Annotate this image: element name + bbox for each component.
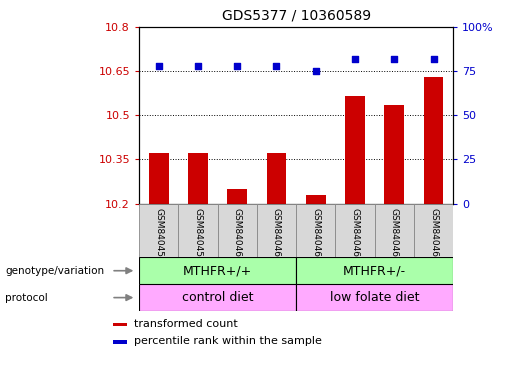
Bar	[139, 257, 296, 284]
Point	[312, 68, 320, 74]
Bar	[335, 204, 375, 257]
Bar	[414, 204, 453, 257]
Point	[390, 56, 399, 62]
Text: GSM840460: GSM840460	[233, 208, 242, 263]
Text: MTHFR+/+: MTHFR+/+	[183, 264, 252, 277]
Point	[272, 63, 281, 69]
Bar	[345, 96, 365, 204]
Bar	[178, 204, 218, 257]
Text: percentile rank within the sample: percentile rank within the sample	[134, 336, 321, 346]
Text: GSM840461: GSM840461	[272, 208, 281, 263]
Text: GSM840462: GSM840462	[311, 208, 320, 262]
Text: GSM840464: GSM840464	[390, 208, 399, 262]
Point	[430, 56, 438, 62]
Text: GSM840459: GSM840459	[194, 208, 202, 263]
Bar	[296, 204, 335, 257]
Bar	[375, 204, 414, 257]
Text: MTHFR+/-: MTHFR+/-	[343, 264, 406, 277]
Bar	[188, 154, 208, 204]
Bar	[306, 195, 325, 204]
Bar	[217, 204, 257, 257]
Bar	[149, 154, 168, 204]
Bar	[385, 105, 404, 204]
Bar	[113, 341, 127, 344]
Text: control diet: control diet	[182, 291, 253, 304]
Bar	[296, 257, 453, 284]
Text: protocol: protocol	[5, 293, 48, 303]
Bar	[139, 284, 296, 311]
Bar	[113, 323, 127, 326]
Text: GSM840463: GSM840463	[351, 208, 359, 263]
Bar	[267, 154, 286, 204]
Bar	[228, 189, 247, 204]
Bar	[424, 77, 443, 204]
Text: GSM840465: GSM840465	[429, 208, 438, 263]
Text: GSM840458: GSM840458	[154, 208, 163, 263]
Bar	[139, 204, 178, 257]
Text: low folate diet: low folate diet	[330, 291, 419, 304]
Point	[351, 56, 359, 62]
Text: genotype/variation: genotype/variation	[5, 266, 104, 276]
Text: transformed count: transformed count	[134, 319, 237, 329]
Title: GDS5377 / 10360589: GDS5377 / 10360589	[221, 9, 371, 23]
Point	[233, 63, 242, 69]
Point	[154, 63, 163, 69]
Point	[194, 63, 202, 69]
Bar	[296, 284, 453, 311]
Bar	[257, 204, 296, 257]
